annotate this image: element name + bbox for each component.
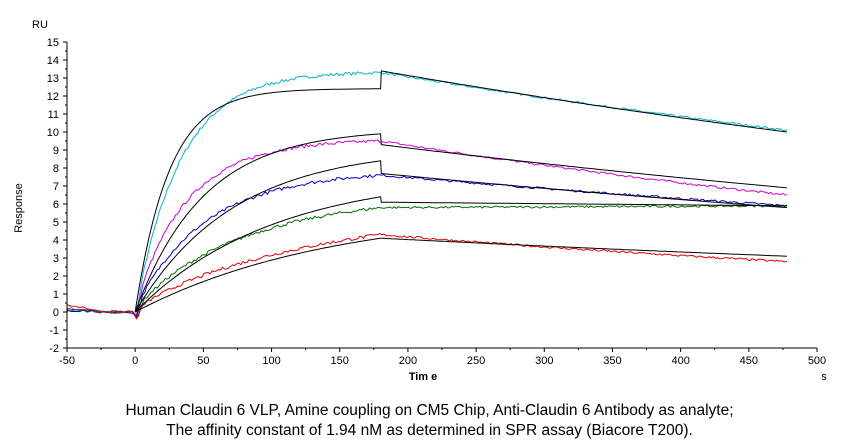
y-tick-label: 10	[47, 127, 59, 139]
sensorgram-curve-2	[66, 139, 787, 317]
x-tick-label: 200	[399, 355, 417, 367]
plot-area	[66, 70, 788, 320]
sensorgram-curve-3	[66, 174, 788, 318]
sensorgram-curve-1	[66, 71, 788, 316]
y-tick-label: 2	[53, 271, 59, 283]
y-tick-label: 5	[53, 217, 59, 229]
y-tick-label: 0	[53, 307, 59, 319]
y-tick-label: 9	[53, 145, 59, 157]
y-tick-label: 8	[53, 163, 59, 175]
y-tick-label: 13	[47, 73, 59, 85]
y-tick-label: 14	[47, 55, 59, 67]
y-tick-label: -2	[49, 343, 59, 355]
y-tick-label: 6	[53, 199, 59, 211]
y-tick-label: 4	[53, 235, 59, 247]
y-tick-label: 15	[47, 37, 59, 49]
x-tick-label: 450	[740, 355, 758, 367]
x-tick-label: 150	[331, 355, 349, 367]
caption-line-2: The affinity constant of 1.94 nM as dete…	[166, 422, 693, 439]
x-tick-label: 400	[671, 355, 689, 367]
y-tick-label: 11	[48, 109, 59, 121]
caption-line-1: Human Claudin 6 VLP, Amine coupling on C…	[125, 402, 734, 419]
x-tick-label: 300	[535, 355, 553, 367]
sensorgram-curve-4	[66, 204, 788, 319]
x-units-label: s	[821, 371, 827, 383]
fit-curve-8	[134, 160, 788, 313]
y-tick-label: 1	[53, 289, 59, 301]
fit-curve-9	[134, 196, 787, 313]
x-tick-label: 250	[467, 355, 485, 367]
y-tick-label: -1	[49, 325, 59, 337]
x-tick-label: -50	[59, 355, 75, 367]
x-tick-label: 500	[808, 355, 826, 367]
y-tick-label: 12	[47, 91, 59, 103]
fit-curve-7	[134, 133, 788, 313]
x-tick-label: 100	[262, 355, 280, 367]
x-tick-label: 350	[603, 355, 621, 367]
x-tick-label: 0	[132, 355, 138, 367]
fit-curve-6	[134, 70, 788, 313]
y-tick-label: 7	[53, 181, 59, 193]
x-tick-label: 50	[197, 355, 209, 367]
x-axis-title: Tim e	[409, 371, 438, 383]
sensorgram-curve-5	[66, 233, 788, 320]
fit-curve-10	[134, 237, 788, 313]
y-tick-label: 3	[53, 253, 59, 265]
y-axis-title: Response	[13, 183, 25, 233]
y-units-label: RU	[32, 19, 48, 31]
